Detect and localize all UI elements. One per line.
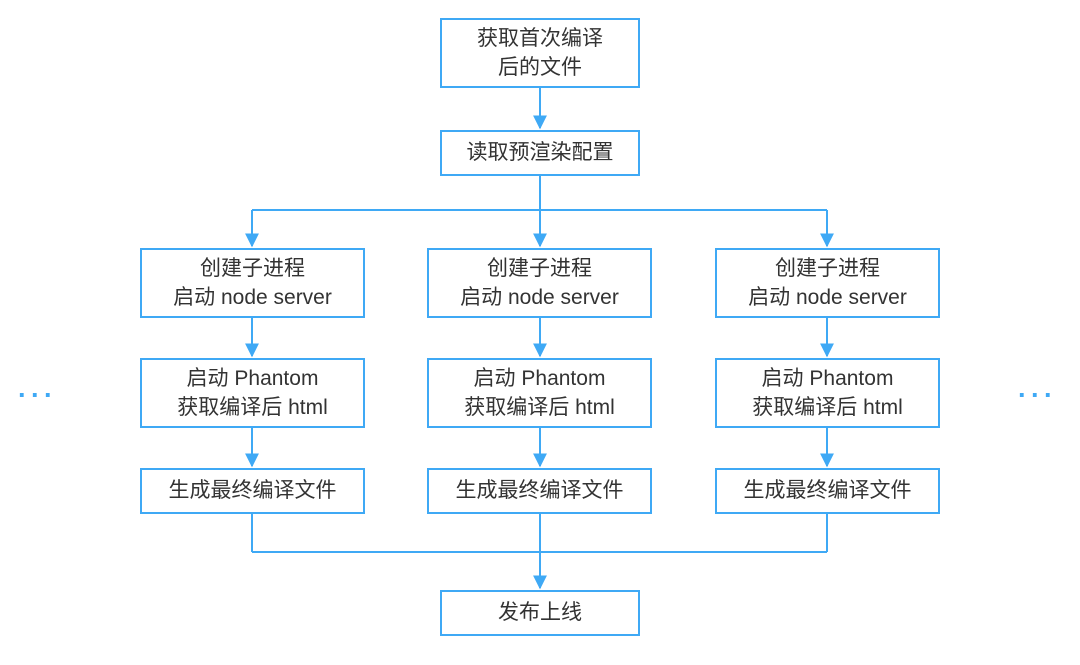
node-text-line2: 后的文件 [498,53,582,82]
node-text-line2: 启动 node server [748,283,907,312]
ellipsis-right: ··· [1018,380,1057,411]
node-text-line2: 获取编译后 html [752,393,903,422]
node-text-line2: 获取编译后 html [464,393,615,422]
node-create-subprocess-3: 创建子进程 启动 node server [715,248,940,318]
node-text-line1: 启动 Phantom [762,364,894,393]
ellipsis-left: ··· [18,380,57,411]
node-text-line1: 启动 Phantom [474,364,606,393]
node-text-line1: 启动 Phantom [187,364,319,393]
node-create-subprocess-1: 创建子进程 启动 node server [140,248,365,318]
node-generate-final-3: 生成最终编译文件 [715,468,940,514]
flow-connectors [0,0,1080,665]
node-text-line1: 生成最终编译文件 [744,476,912,505]
node-start-phantom-1: 启动 Phantom 获取编译后 html [140,358,365,428]
node-start-phantom-2: 启动 Phantom 获取编译后 html [427,358,652,428]
node-generate-final-2: 生成最终编译文件 [427,468,652,514]
node-text-line1: 发布上线 [498,598,582,627]
node-read-prerender-config: 读取预渲染配置 [440,130,640,176]
node-start-phantom-3: 启动 Phantom 获取编译后 html [715,358,940,428]
node-text-line1: 生成最终编译文件 [169,476,337,505]
node-text-line1: 创建子进程 [487,254,592,283]
node-text-line2: 启动 node server [460,283,619,312]
node-publish: 发布上线 [440,590,640,636]
node-text-line1: 创建子进程 [775,254,880,283]
node-create-subprocess-2: 创建子进程 启动 node server [427,248,652,318]
node-text-line1: 读取预渲染配置 [467,138,614,167]
node-text-line1: 获取首次编译 [477,24,603,53]
node-text-line1: 创建子进程 [200,254,305,283]
node-get-first-compile: 获取首次编译 后的文件 [440,18,640,88]
node-text-line1: 生成最终编译文件 [456,476,624,505]
node-text-line2: 获取编译后 html [177,393,328,422]
node-text-line2: 启动 node server [173,283,332,312]
node-generate-final-1: 生成最终编译文件 [140,468,365,514]
